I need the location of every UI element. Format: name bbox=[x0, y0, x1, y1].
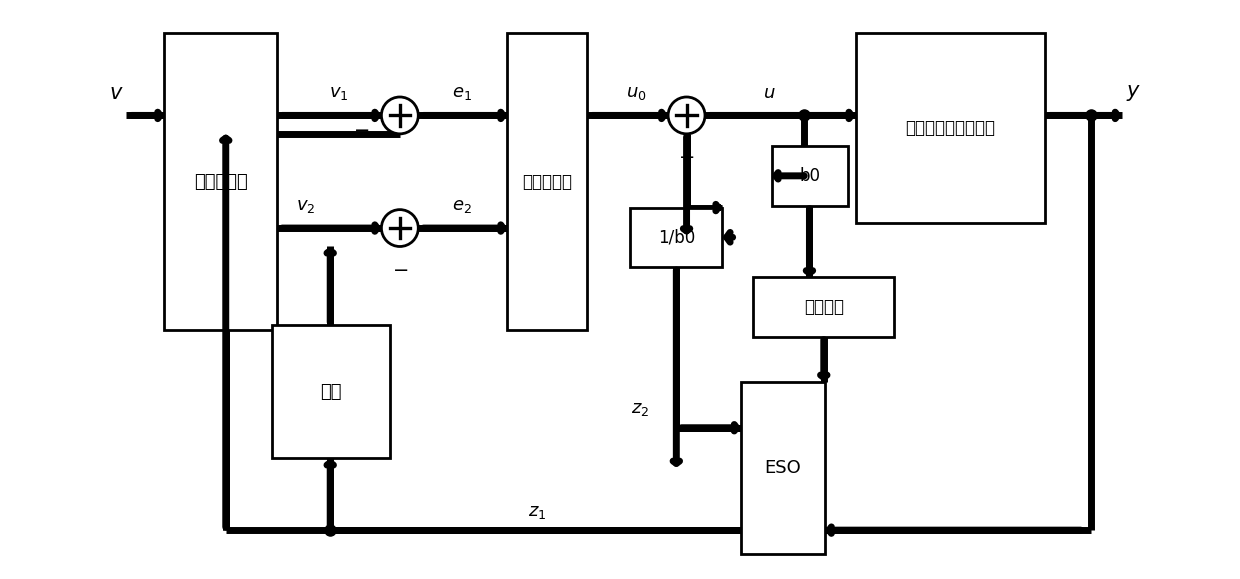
Text: $u$: $u$ bbox=[763, 84, 776, 102]
Text: $v_1$: $v_1$ bbox=[329, 84, 348, 102]
Bar bbox=[856, 34, 1045, 223]
Bar bbox=[771, 146, 848, 206]
Bar bbox=[740, 382, 825, 554]
Circle shape bbox=[382, 210, 418, 247]
Text: $-$: $-$ bbox=[678, 146, 694, 165]
Text: 跨踪微分器: 跨踪微分器 bbox=[193, 173, 248, 191]
Text: $e_1$: $e_1$ bbox=[453, 84, 472, 102]
Text: $e_2$: $e_2$ bbox=[453, 196, 472, 215]
Text: 1/b0: 1/b0 bbox=[657, 228, 694, 246]
Text: $y$: $y$ bbox=[1126, 83, 1142, 103]
Text: 非线性组合: 非线性组合 bbox=[522, 173, 573, 191]
Text: b0: b0 bbox=[800, 167, 821, 185]
Text: $v_2$: $v_2$ bbox=[296, 196, 315, 215]
Text: $u_0$: $u_0$ bbox=[626, 84, 647, 102]
Bar bbox=[753, 277, 894, 336]
Text: 时延环节: 时延环节 bbox=[804, 298, 843, 316]
Circle shape bbox=[382, 97, 418, 134]
Text: $z_2$: $z_2$ bbox=[631, 400, 650, 418]
Bar bbox=[165, 34, 277, 331]
Text: $-$: $-$ bbox=[392, 259, 408, 278]
Bar bbox=[507, 34, 588, 331]
Bar bbox=[630, 208, 723, 267]
Text: $z_1$: $z_1$ bbox=[528, 503, 547, 521]
Text: $v$: $v$ bbox=[109, 83, 124, 103]
Text: 微分: 微分 bbox=[320, 383, 341, 401]
Circle shape bbox=[668, 97, 706, 134]
Bar bbox=[272, 325, 389, 459]
Text: 对象（输出含时延）: 对象（输出含时延） bbox=[905, 119, 996, 137]
Text: ESO: ESO bbox=[764, 459, 801, 477]
Text: $-$: $-$ bbox=[353, 119, 370, 138]
